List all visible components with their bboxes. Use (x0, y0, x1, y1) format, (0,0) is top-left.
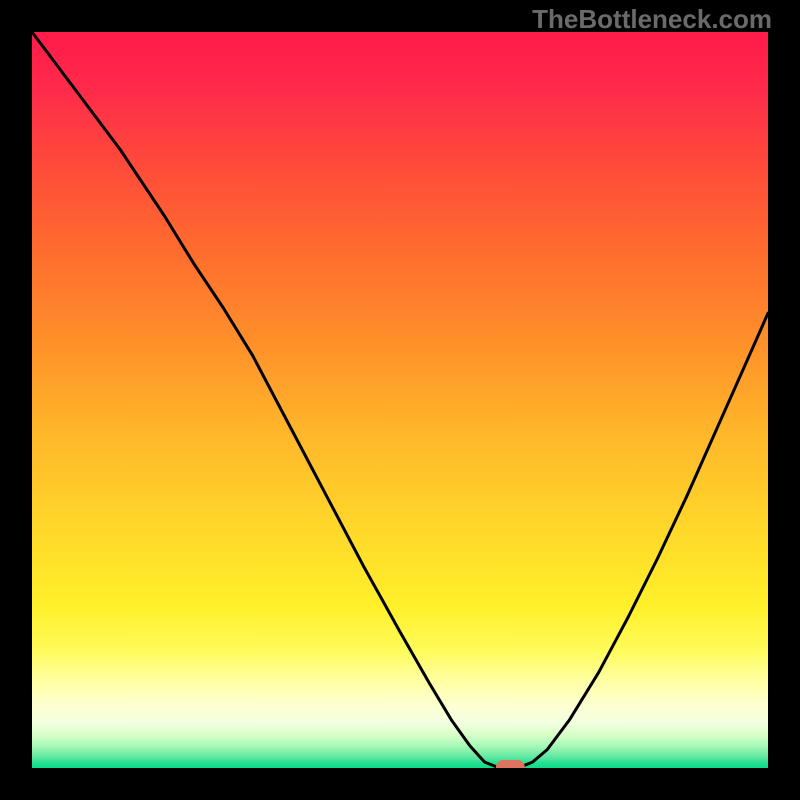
bottleneck-chart (32, 32, 768, 768)
chart-container: TheBottleneck.com (0, 0, 800, 800)
gradient-background (32, 32, 768, 768)
optimal-marker (496, 761, 524, 769)
watermark-text: TheBottleneck.com (532, 4, 772, 35)
